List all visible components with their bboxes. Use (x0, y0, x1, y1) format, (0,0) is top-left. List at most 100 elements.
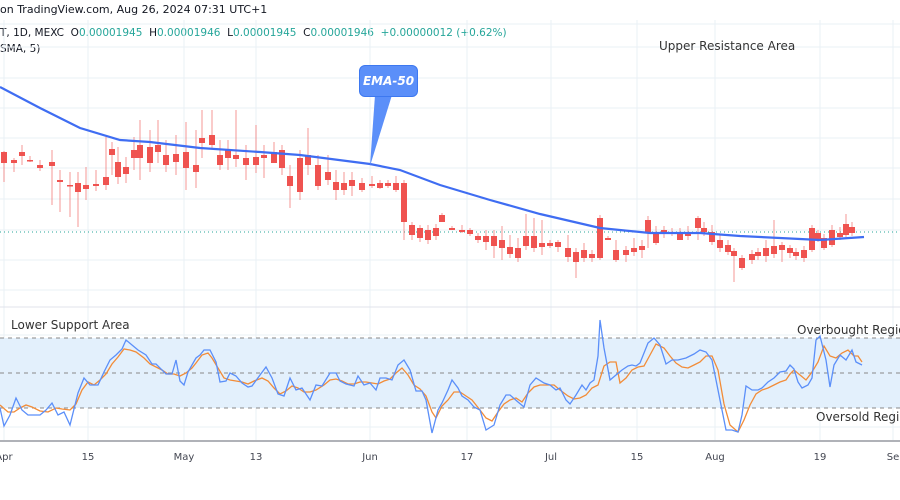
candle-body (325, 172, 331, 180)
chart-source-header: on TradingView.com, Aug 26, 2024 07:31 U… (0, 3, 268, 16)
candle-body (271, 152, 277, 163)
candle-body (287, 176, 293, 186)
x-tick-label: Aug (705, 452, 725, 463)
candle-body (793, 252, 799, 256)
candle-body (507, 247, 513, 254)
candle-body (749, 254, 755, 260)
upper-resistance-label: Upper Resistance Area (659, 39, 796, 53)
candle-body (459, 230, 465, 232)
high-value: 0.00001946 (157, 27, 221, 39)
candle-body (837, 233, 843, 237)
candle-body (565, 248, 571, 257)
x-tick-label: 15 (630, 452, 644, 463)
open-value: 0.00001945 (78, 27, 143, 39)
candle-body (829, 230, 835, 245)
candle-body (253, 157, 259, 165)
candle-body (19, 152, 25, 156)
candle-body (425, 230, 431, 240)
candle-body (695, 218, 701, 228)
x-tick-label: Apr (0, 452, 13, 463)
candle-body (75, 183, 81, 192)
candle-body (341, 183, 347, 190)
candle-body (523, 236, 529, 246)
candle-body (183, 152, 189, 168)
close-value: 0.00001946 (310, 27, 374, 39)
candle-body (499, 240, 505, 248)
x-tick-label: Se (886, 452, 900, 463)
candle-body (123, 167, 129, 174)
candle-body (67, 185, 73, 187)
candle-body (815, 233, 821, 240)
candle-body (385, 183, 391, 186)
overbought-label: Overbought Region (797, 323, 900, 337)
candle-body (731, 251, 737, 256)
rsi-line (0, 319, 863, 434)
chart-canvas[interactable] (0, 0, 900, 470)
candle-body (725, 245, 731, 252)
candle-body (137, 145, 143, 158)
candle-body (369, 184, 375, 186)
x-tick-label: 13 (249, 452, 263, 463)
candle-body (243, 158, 249, 165)
candle-body (83, 185, 89, 189)
candle-body (279, 150, 285, 168)
change-value: +0.00000012 (+0.62%) (380, 27, 507, 39)
candle-body (771, 246, 777, 254)
candle-body (589, 254, 595, 258)
candle-body (115, 162, 121, 177)
candle-body (717, 240, 723, 248)
low-value: 0.00001945 (233, 27, 297, 39)
candle-body (393, 183, 399, 190)
candle-body (701, 228, 707, 232)
candle-body (209, 135, 215, 145)
candle-body (555, 242, 561, 247)
candle-body (305, 155, 311, 165)
candle-body (843, 224, 849, 235)
oversold-label: Oversold Region (816, 410, 900, 424)
candle-body (349, 180, 355, 186)
candle-body (449, 228, 455, 230)
candle-body (623, 250, 629, 255)
candle-body (37, 165, 43, 168)
candle-body (233, 155, 239, 159)
candle-body (677, 233, 683, 240)
candle-body (779, 245, 785, 250)
candle-body (417, 228, 423, 238)
candle-body (755, 252, 761, 256)
candle-body (605, 238, 611, 240)
ema-callout-pointer (370, 95, 392, 166)
candle-body (491, 236, 497, 246)
candle-body (639, 246, 645, 250)
candle-body (131, 150, 137, 158)
candle-body (193, 165, 199, 172)
candle-body (581, 250, 587, 258)
candle-body (315, 165, 321, 186)
candle-body (531, 236, 537, 248)
candle-body (597, 218, 603, 258)
candle-body (93, 184, 99, 186)
symbol-label: T, 1D, MEXC (0, 27, 64, 39)
x-tick-label: 19 (813, 452, 827, 463)
candle-body (709, 232, 715, 242)
candle-body (109, 149, 115, 155)
candle-body (225, 150, 231, 158)
candle-body (539, 243, 545, 247)
candle-body (653, 232, 659, 243)
candle-body (433, 228, 439, 236)
candle-body (409, 225, 415, 235)
candle-body (49, 162, 55, 166)
ohlc-legend: T, 1D, MEXC O0.00001945 H0.00001946 L0.0… (0, 27, 507, 39)
candle-body (849, 227, 855, 233)
candle-body (401, 183, 407, 222)
candle-body (645, 220, 651, 232)
candle-body (261, 155, 267, 158)
candle-body (547, 243, 553, 246)
candle-body (57, 180, 63, 182)
lower-support-label: Lower Support Area (11, 318, 130, 332)
candle-body (377, 183, 383, 188)
candle-body (787, 248, 793, 253)
x-tick-label: 17 (460, 452, 474, 463)
candle-body (613, 250, 619, 260)
candle-body (173, 154, 179, 162)
candle-body (1, 152, 7, 163)
